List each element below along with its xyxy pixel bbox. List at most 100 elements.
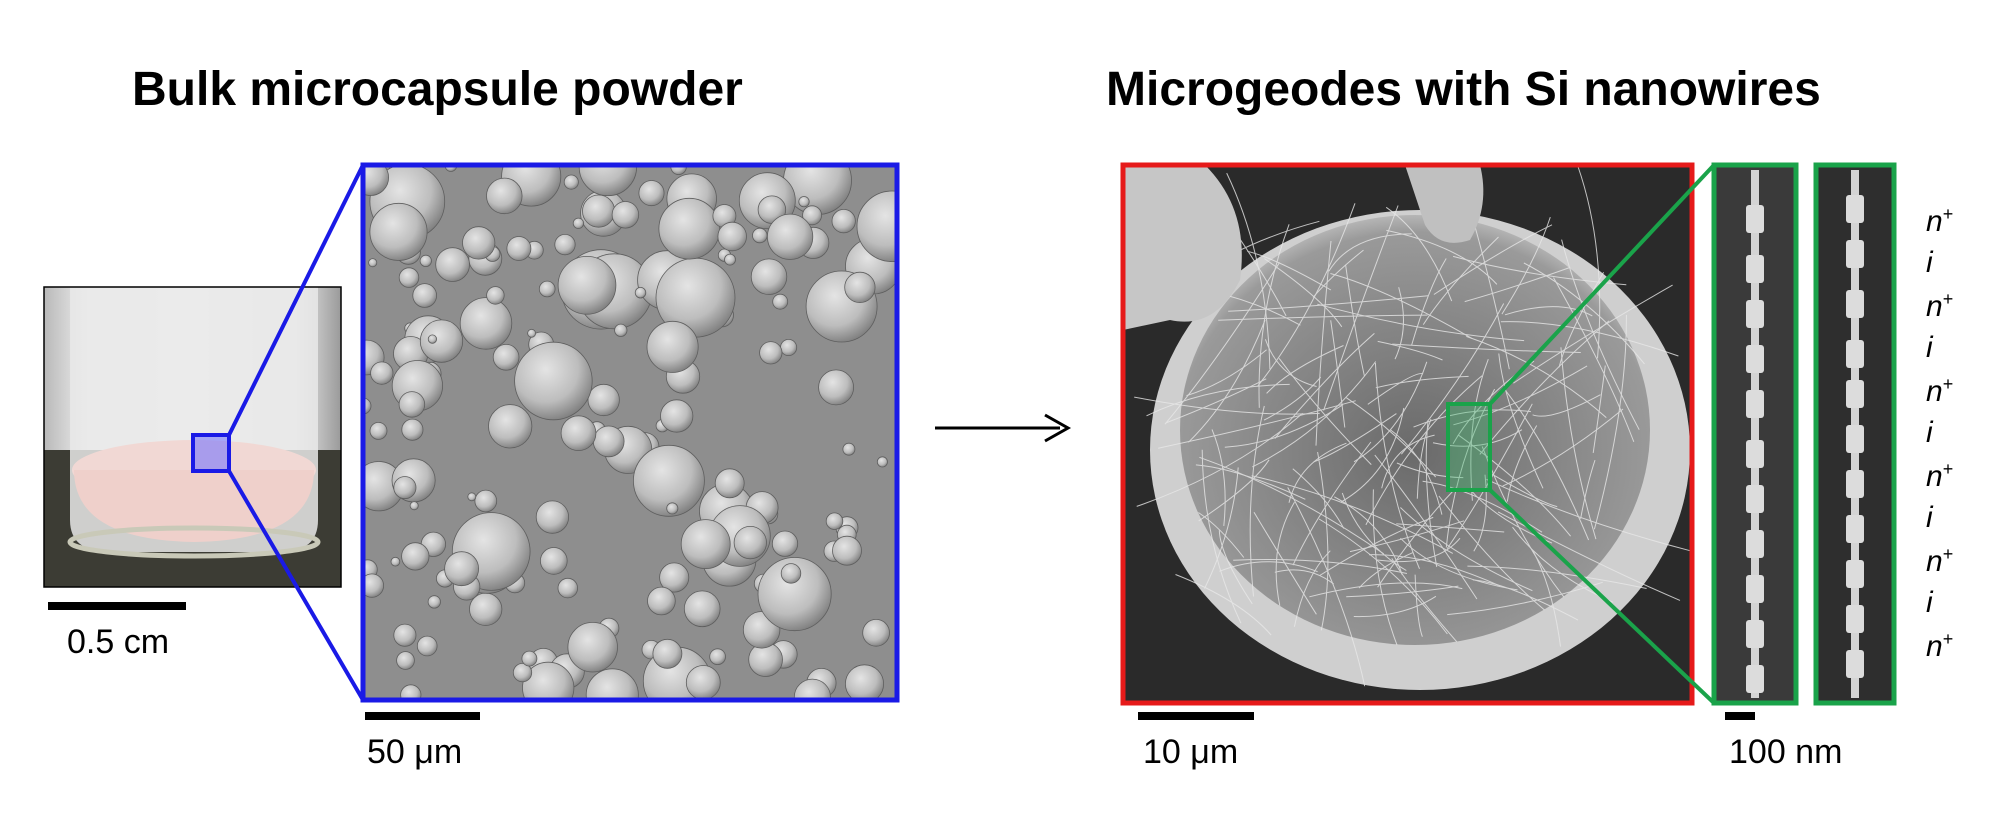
nanowire-strand	[1164, 262, 1281, 425]
nanowire-strand	[1394, 287, 1404, 360]
nanowire-strand	[1317, 303, 1525, 342]
nanowire-strand	[1367, 373, 1424, 405]
nanowire-strand	[1263, 376, 1322, 421]
nanowire-strand	[1328, 233, 1412, 272]
nanowire-strand	[1374, 362, 1420, 569]
nanowire-strand	[1198, 512, 1245, 558]
nanowire-segment	[1846, 340, 1864, 368]
microcapsule-sphere	[557, 577, 579, 599]
nanowire-sem-2	[1816, 165, 1894, 703]
doping-label: i	[1926, 587, 1933, 618]
nanowire-strand	[1372, 489, 1398, 646]
nanowire-strand	[1486, 478, 1691, 552]
nanowire-segment	[1746, 440, 1764, 468]
nanowire-segment	[1846, 650, 1864, 678]
microcapsule-sphere	[647, 586, 676, 616]
nanowire-strand	[1346, 397, 1437, 478]
geode-sem-image	[1120, 162, 1695, 706]
microcapsule-sphere	[401, 418, 424, 441]
nanowire-strand	[1506, 425, 1538, 502]
microcapsule-sphere	[535, 500, 570, 534]
microcapsule-sphere	[709, 648, 726, 665]
microcapsule-sphere	[427, 595, 441, 609]
microcapsule-sphere	[390, 556, 401, 567]
nanowire-segment	[1746, 665, 1764, 693]
powder-sem-image	[360, 162, 900, 703]
microcapsule-sphere	[717, 221, 747, 252]
nanowire-strand	[1414, 574, 1423, 637]
nanowire-strand	[1247, 250, 1332, 291]
microcapsule-sphere	[658, 197, 721, 260]
nanowire-strand	[1504, 306, 1593, 317]
doping-base: n	[1926, 375, 1943, 408]
microcapsule-sphere	[512, 662, 533, 683]
doping-base: i	[1926, 500, 1933, 534]
nanowire-strand	[1401, 303, 1505, 455]
microcapsule-sphere	[368, 258, 378, 268]
microcapsule-sphere	[660, 399, 694, 433]
microcapsule-sphere	[398, 267, 420, 288]
doping-label: n+	[1926, 630, 1953, 662]
nanowire-strand	[1134, 396, 1320, 415]
doping-label: n+	[1926, 545, 1953, 577]
nanowire-frame-1	[1711, 162, 1799, 706]
doping-label: n+	[1926, 290, 1953, 322]
nanowire-strand	[1175, 574, 1272, 636]
nanowire-strand	[1211, 429, 1226, 526]
doping-base: i	[1926, 245, 1933, 279]
nanowire-segment	[1846, 605, 1864, 633]
vial-photo	[43, 286, 342, 588]
microcapsule-sphere	[633, 444, 705, 517]
nanowire-strand	[1136, 412, 1303, 507]
doping-base: n	[1926, 460, 1943, 493]
microcapsule-sphere	[587, 383, 620, 417]
microcapsule-sphere	[585, 668, 639, 700]
doping-label: n+	[1926, 375, 1953, 407]
nanowire-strand	[1470, 359, 1489, 501]
microcapsule-sphere	[393, 623, 417, 647]
microcapsule-sphere	[557, 255, 617, 315]
microcapsule-sphere	[856, 190, 897, 262]
microcapsule-sphere	[401, 542, 430, 571]
nanowire-strand	[1165, 378, 1267, 424]
microcapsule-sphere	[582, 194, 616, 228]
doping-base: n	[1926, 205, 1943, 238]
microcapsule-sphere	[680, 519, 731, 569]
nanowire-strand	[1580, 459, 1596, 519]
microcapsule-sphere	[750, 258, 788, 295]
nanowire-strand	[1318, 518, 1448, 635]
nanowire-strand	[1472, 579, 1579, 621]
microcapsule-sphere	[862, 618, 890, 647]
microcapsule-sphere	[409, 501, 419, 511]
doping-superscript: +	[1942, 544, 1954, 564]
nanowire-strand	[1523, 262, 1645, 365]
nanowire-strand	[1560, 347, 1597, 540]
nanowire-strand	[1553, 277, 1635, 442]
doping-base: i	[1926, 415, 1933, 449]
nanowire-strand	[1251, 475, 1454, 554]
doping-label: i	[1926, 415, 1933, 449]
microcapsule-sphere	[845, 664, 884, 700]
zoom-line-bottom-blue	[227, 469, 365, 702]
doping-label: i	[1926, 332, 1933, 363]
left-title: Bulk microcapsule powder	[132, 63, 743, 116]
nanowire-segment	[1846, 380, 1864, 408]
nanowire-strand	[1228, 295, 1429, 312]
microcapsule-sphere	[818, 369, 854, 406]
nanowire-strand	[1374, 454, 1478, 600]
microcapsule-sphere	[733, 525, 767, 560]
doping-label: n+	[1926, 460, 1953, 492]
nanowire-strand	[1513, 284, 1673, 384]
microcapsule-sphere	[611, 201, 640, 229]
powder-scale-label: 50 μm	[367, 733, 463, 771]
microcapsule-sphere	[486, 177, 523, 215]
microcapsule-sphere	[416, 635, 438, 657]
nanowire-strand	[1266, 345, 1344, 394]
microcapsule-sphere	[400, 684, 422, 700]
nanowire-strand	[1416, 418, 1432, 499]
nanowire-strand	[1467, 565, 1647, 589]
doping-superscript: +	[1942, 629, 1954, 649]
nanowire-strand	[1376, 537, 1461, 563]
microcapsule-sphere	[802, 205, 822, 226]
